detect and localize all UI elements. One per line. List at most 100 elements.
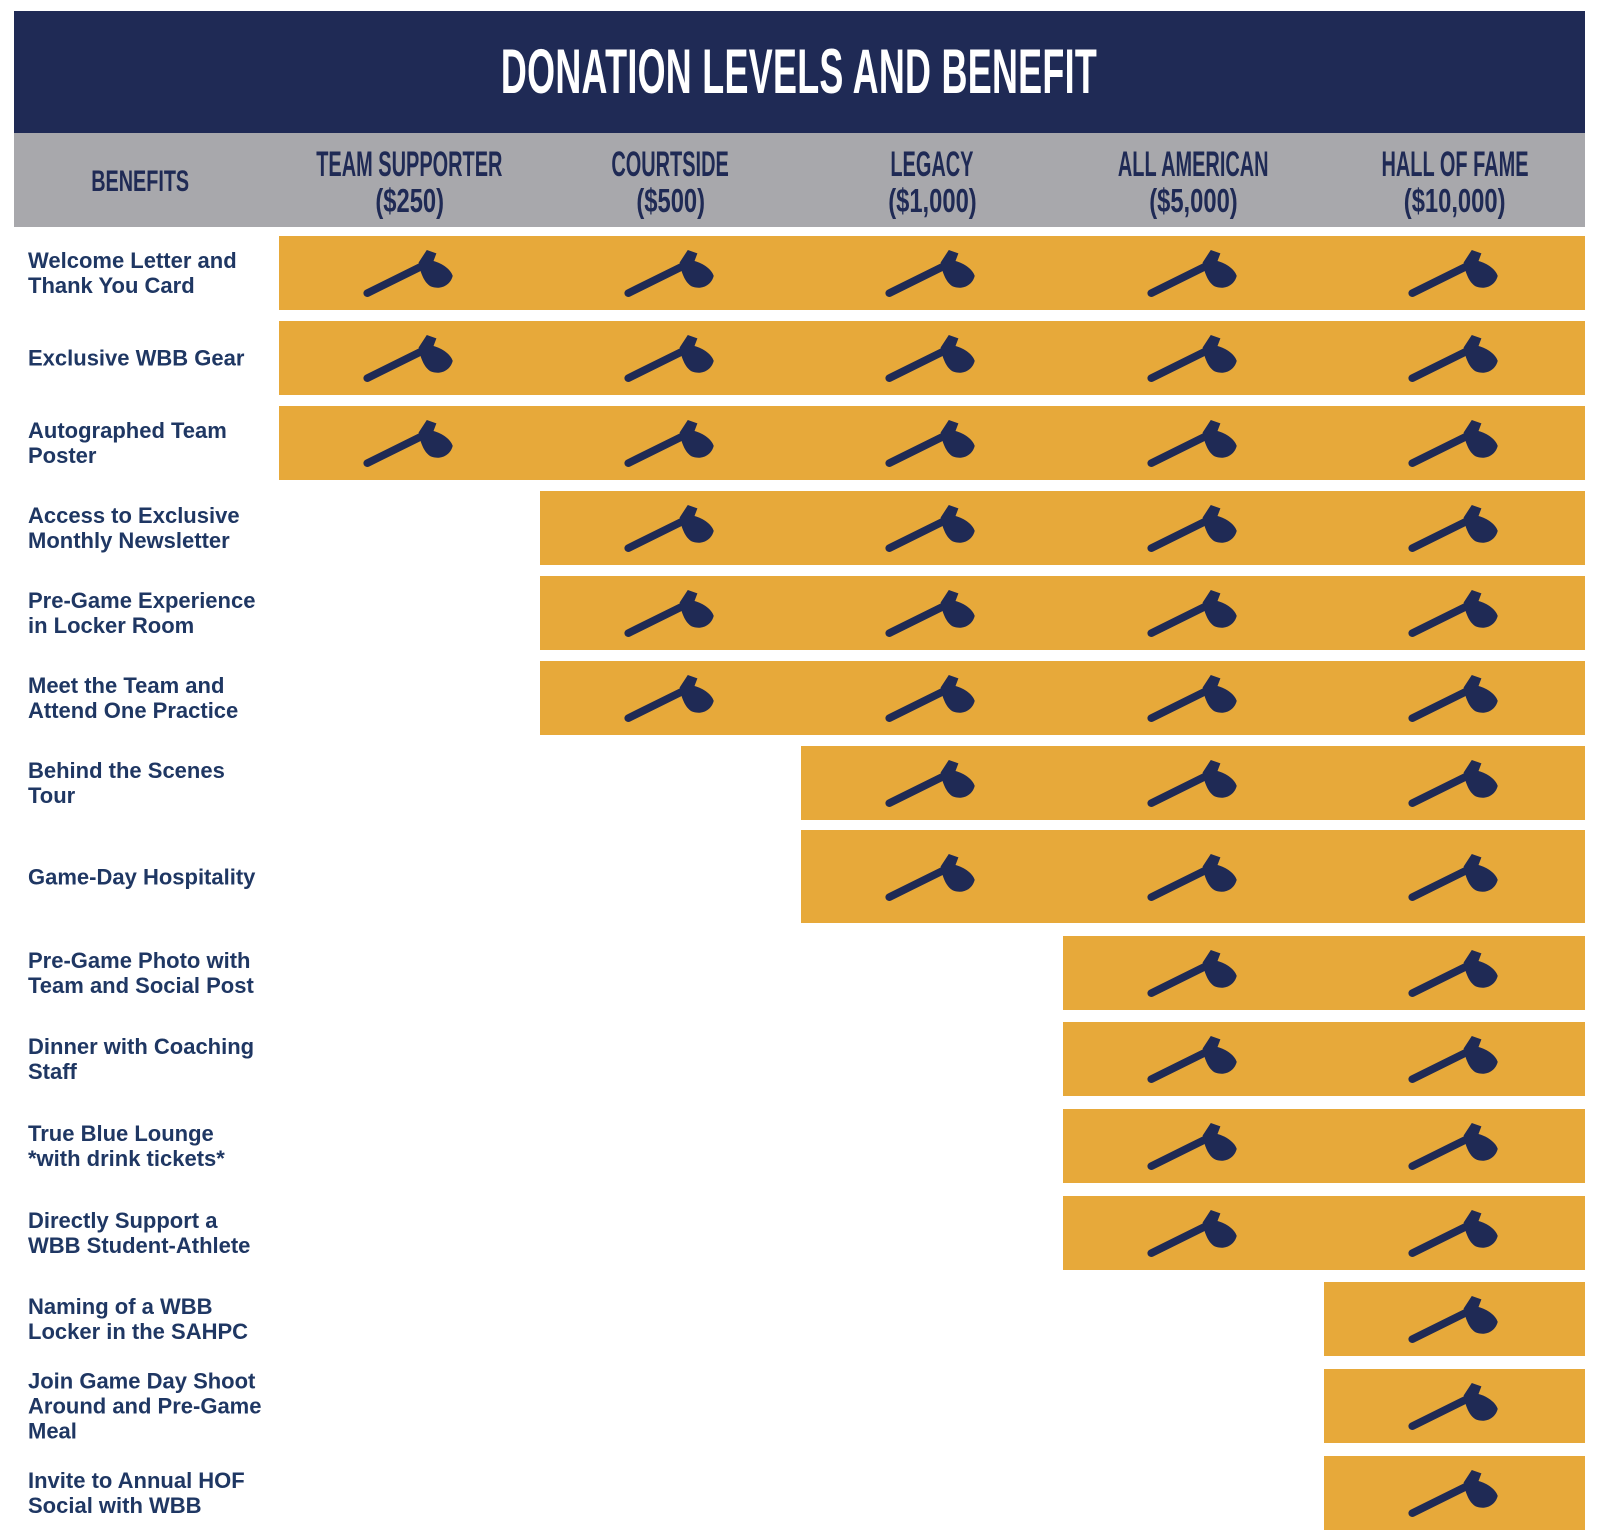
benefit-label: True Blue Lounge *with drink tickets* <box>28 1121 225 1171</box>
benefit-row: Join Game Day Shoot Around and Pre-Game Me… <box>0 1368 1600 1444</box>
axe-icon <box>884 588 980 638</box>
axe-icon <box>1146 588 1242 638</box>
benefit-label: Pre-Game Photo with Team and Social Post <box>28 948 254 998</box>
axe-icon <box>1146 1208 1242 1258</box>
page-title: DONATION LEVELS AND BENEFIT <box>501 37 1098 107</box>
axe-icon <box>1407 1381 1503 1431</box>
benefit-coverage-bar <box>540 491 1585 565</box>
benefit-row: Pre-Game Photo with Team and Social Post <box>0 936 1600 1010</box>
benefit-row: True Blue Lounge *with drink tickets* <box>0 1109 1600 1183</box>
axe-icon <box>1146 333 1242 383</box>
benefit-label: Welcome Letter and Thank You Card <box>28 248 237 298</box>
column-header-courtside: COURTSIDE ($500) <box>501 145 841 219</box>
axe-icon <box>1407 1121 1503 1171</box>
axe-icon <box>884 758 980 808</box>
benefit-label: Pre-Game Experience in Locker Room <box>28 588 256 638</box>
axe-icon <box>1407 758 1503 808</box>
level-amount: ($1,000) <box>887 182 977 219</box>
axe-icon <box>362 418 458 468</box>
axe-icon <box>623 418 719 468</box>
benefit-row: Pre-Game Experience in Locker Room <box>0 576 1600 650</box>
benefit-coverage-bar <box>540 576 1585 650</box>
benefit-label: Dinner with Coaching Staff <box>28 1034 255 1084</box>
benefit-row: Directly Support a WBB Student-Athlete <box>0 1196 1600 1270</box>
axe-icon <box>884 503 980 553</box>
axe-icon <box>1407 1294 1503 1344</box>
benefit-coverage-bar <box>1063 1022 1585 1096</box>
level-name: LEGACY <box>890 145 974 184</box>
benefit-label: Invite to Annual HOF Social with WBB <box>28 1468 245 1518</box>
level-amount: ($250) <box>375 182 444 219</box>
axe-icon <box>884 673 980 723</box>
benefit-coverage-bar <box>1063 936 1585 1010</box>
axe-icon <box>884 418 980 468</box>
axe-icon <box>1146 418 1242 468</box>
benefit-row: Welcome Letter and Thank You Card <box>0 236 1600 310</box>
axe-icon <box>1407 948 1503 998</box>
benefit-label: Naming of a WBB Locker in the SAHPC <box>28 1294 249 1344</box>
column-header-all-american: ALL AMERICAN ($5,000) <box>1024 145 1364 219</box>
axe-icon <box>1407 503 1503 553</box>
axe-icon <box>1407 673 1503 723</box>
title-bar: DONATION LEVELS AND BENEFIT <box>14 11 1585 133</box>
axe-icon <box>1146 852 1242 902</box>
axe-icon <box>1146 1034 1242 1084</box>
benefit-label: Exclusive WBB Gear <box>28 345 245 371</box>
column-header-row: BENEFITS TEAM SUPPORTER ($250) COURTSIDE ($… <box>14 133 1585 227</box>
axe-icon <box>623 503 719 553</box>
axe-icon <box>884 333 980 383</box>
benefit-label: Autographed Team Poster <box>28 418 227 468</box>
axe-icon <box>362 333 458 383</box>
benefit-label: Game-Day Hospitality <box>28 864 256 889</box>
axe-icon <box>1407 248 1503 298</box>
axe-icon <box>1407 1034 1503 1084</box>
benefits-column-header: BENEFITS <box>10 167 270 197</box>
column-header-legacy: LEGACY ($1,000) <box>762 145 1102 219</box>
axe-icon <box>623 248 719 298</box>
axe-icon <box>1407 1468 1503 1518</box>
benefit-row: Dinner with Coaching Staff <box>0 1022 1600 1096</box>
axe-icon <box>1407 588 1503 638</box>
axe-icon <box>1146 948 1242 998</box>
axe-icon <box>623 333 719 383</box>
benefit-row: Autographed Team Poster <box>0 406 1600 480</box>
benefit-label: Behind the Scenes Tour <box>28 758 225 808</box>
level-name: TEAM SUPPORTER <box>316 145 503 184</box>
benefit-row: Game-Day Hospitality <box>0 830 1600 923</box>
level-amount: ($5,000) <box>1149 182 1238 219</box>
benefit-label: Join Game Day Shoot Around and Pre-Game Me… <box>28 1368 262 1444</box>
benefit-coverage-bar <box>1063 1196 1585 1270</box>
benefit-coverage-bar <box>1063 1109 1585 1183</box>
axe-icon <box>1407 852 1503 902</box>
benefit-row: Behind the Scenes Tour <box>0 746 1600 820</box>
benefit-row: Invite to Annual HOF Social with WBB <box>0 1456 1600 1530</box>
level-name: HALL OF FAME <box>1380 145 1529 184</box>
level-amount: ($10,000) <box>1403 182 1506 219</box>
column-header-hall-of-fame: HALL OF FAME ($10,000) <box>1285 145 1600 219</box>
axe-icon <box>884 248 980 298</box>
benefit-row: Access to Exclusive Monthly Newsletter <box>0 491 1600 565</box>
axe-icon <box>884 852 980 902</box>
level-name: ALL AMERICAN <box>1118 145 1269 184</box>
benefit-label: Access to Exclusive Monthly Newsletter <box>28 503 240 553</box>
axe-icon <box>1146 758 1242 808</box>
benefit-label: Meet the Team and Attend One Practice <box>28 673 239 723</box>
axe-icon <box>1146 248 1242 298</box>
level-name: COURTSIDE <box>611 145 730 184</box>
axe-icon <box>1146 673 1242 723</box>
benefit-row: Naming of a WBB Locker in the SAHPC <box>0 1282 1600 1356</box>
axe-icon <box>1407 418 1503 468</box>
benefit-label: Directly Support a WBB Student-Athlete <box>28 1208 251 1258</box>
benefit-row: Meet the Team and Attend One Practice <box>0 661 1600 735</box>
axe-icon <box>1407 1208 1503 1258</box>
column-header-team-supporter: TEAM SUPPORTER ($250) <box>240 145 580 219</box>
axe-icon <box>1146 1121 1242 1171</box>
benefits-column-header-label: BENEFITS <box>91 165 189 198</box>
axe-icon <box>362 248 458 298</box>
axe-icon <box>623 673 719 723</box>
benefit-row: Exclusive WBB Gear <box>0 321 1600 395</box>
level-amount: ($500) <box>636 182 705 219</box>
benefit-coverage-bar <box>540 661 1585 735</box>
axe-icon <box>1407 333 1503 383</box>
